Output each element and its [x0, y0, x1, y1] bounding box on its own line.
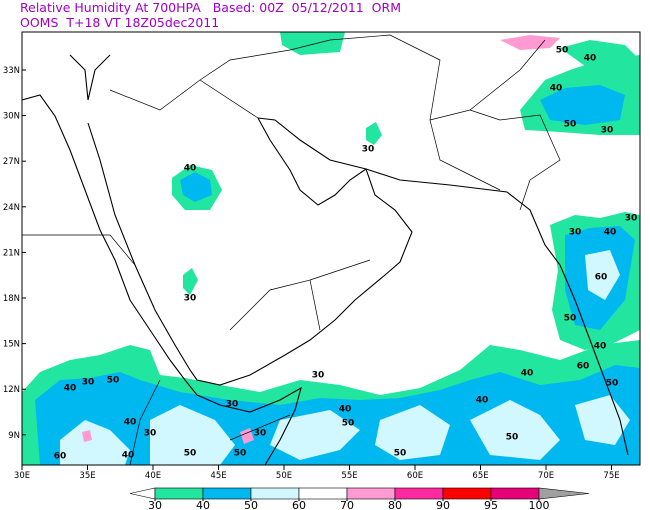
contour-label: 30 — [312, 371, 325, 381]
contour-label: 30 — [144, 429, 157, 439]
contour-label: 50 — [342, 419, 355, 429]
colorbar-segment — [298, 487, 348, 500]
colorbar-label: 40 — [196, 499, 210, 510]
colorbar: 30 40 50 60 70 80 90 95 100 — [129, 487, 590, 510]
colorbar-segment — [250, 487, 300, 500]
lat-label: 24N — [3, 203, 20, 213]
contour-label: 30 — [362, 145, 375, 155]
contour-label: 40 — [521, 369, 534, 379]
axes: 30E 35E 40E 45E 50E 55E 60E 65E 70E 75E 33N 30N 27N 2… — [3, 66, 620, 481]
contour-label: 50 — [564, 120, 577, 130]
contour-label: 40 — [604, 228, 617, 238]
contour-label: 50 — [234, 449, 247, 459]
contour-label: 30 — [569, 228, 582, 238]
contour-label: 30 — [254, 429, 267, 439]
map-area: 40 30 30 40 50 30 50 40 30 30 40 60 50 40 60 50 40 40 50 50… — [22, 32, 640, 465]
contour-label: 50 — [184, 449, 197, 459]
contour-label: 60 — [54, 452, 67, 462]
lon-label: 45E — [210, 471, 226, 481]
contour-label: 40 — [584, 54, 597, 64]
lat-label: 15N — [3, 340, 20, 350]
colorbar-low — [129, 487, 156, 500]
lon-label: 75E — [603, 471, 619, 481]
contour-label: 30 — [601, 126, 614, 136]
contour-label: 40 — [124, 418, 137, 428]
lon-label: 40E — [145, 471, 161, 481]
contour-label: 50 — [606, 379, 619, 389]
map-frame — [21, 31, 641, 466]
colorbar-label: 100 — [529, 499, 550, 510]
lat-label: 18N — [3, 294, 20, 304]
contour-label: 30 — [226, 400, 239, 410]
lat-label: 27N — [3, 157, 20, 167]
contour-label: 30 — [184, 294, 197, 304]
contour-labels: 40 30 30 40 50 30 50 40 30 30 40 60 50 40 60 50 40 40 50 50… — [54, 46, 638, 462]
humidity-fields — [22, 32, 640, 465]
contour-label: 40 — [550, 84, 563, 94]
colorbar-label: 70 — [340, 499, 354, 510]
contour-label: 30 — [625, 214, 638, 224]
lat-label: 21N — [3, 248, 20, 258]
colorbar-label: 95 — [484, 499, 498, 510]
colorbar-label: 80 — [388, 499, 402, 510]
colorbar-segment — [490, 487, 540, 500]
lat-label: 33N — [3, 66, 20, 76]
header-line1: Relative Humidity At 700HPA Based: 00Z 0… — [20, 0, 401, 15]
colorbar-label: 90 — [436, 499, 450, 510]
lat-label: 12N — [3, 385, 20, 395]
contour-label: 40 — [476, 396, 489, 406]
borders — [22, 34, 561, 465]
lon-label: 60E — [407, 471, 423, 481]
colorbar-label: 30 — [148, 499, 162, 510]
lat-label: 30N — [3, 112, 20, 122]
lon-label: 70E — [538, 471, 554, 481]
contour-label: 40 — [339, 405, 352, 415]
colorbar-high — [538, 487, 590, 500]
lat-label: 9N — [8, 431, 20, 441]
contour-label: 50 — [394, 449, 407, 459]
contour-label: 50 — [506, 433, 519, 443]
contour-label: 50 — [556, 46, 569, 56]
colorbar-segment — [442, 487, 492, 500]
contour-label: 60 — [595, 273, 608, 283]
lon-label: 30E — [14, 471, 30, 481]
contour-label: 40 — [64, 384, 77, 394]
colorbar-segment — [154, 487, 204, 500]
lon-label: 65E — [472, 471, 488, 481]
contour-label: 30 — [82, 378, 95, 388]
contour-label: 40 — [594, 342, 607, 352]
colorbar-segment — [202, 487, 252, 500]
lon-label: 35E — [79, 471, 95, 481]
contour-label: 60 — [577, 362, 590, 372]
contour-label: 40 — [184, 164, 197, 174]
contour-label: 40 — [122, 451, 135, 461]
lon-label: 55E — [341, 471, 357, 481]
colorbar-label: 60 — [292, 499, 306, 510]
header-line2: OOMS T+18 VT 18Z05dec2011 — [20, 15, 219, 30]
coastlines — [22, 54, 629, 465]
contour-label: 50 — [107, 376, 120, 386]
lon-label: 50E — [276, 471, 292, 481]
colorbar-segment — [346, 487, 396, 500]
contour-label: 50 — [564, 314, 577, 324]
colorbar-label: 50 — [244, 499, 258, 510]
colorbar-segment — [394, 487, 444, 500]
